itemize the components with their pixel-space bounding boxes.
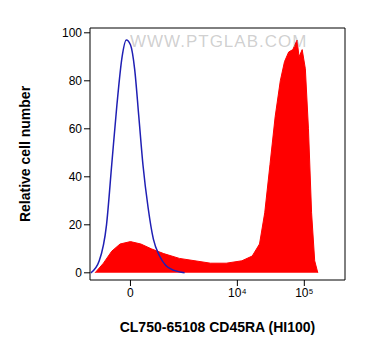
- svg-text:10⁵: 10⁵: [295, 286, 313, 300]
- svg-text:40: 40: [69, 170, 83, 184]
- svg-text:100: 100: [62, 26, 82, 40]
- svg-text:60: 60: [69, 122, 83, 136]
- html-text:WWW.PTGLAB.COM: WWW.PTGLAB.COM: [130, 32, 308, 51]
- svg-text:20: 20: [69, 218, 83, 232]
- svg-text:Relative cell number: Relative cell number: [17, 85, 33, 222]
- svg-text:0: 0: [127, 286, 134, 300]
- svg-text:80: 80: [69, 74, 83, 88]
- svg-text:CL750-65108 CD45RA (HI100): CL750-65108 CD45RA (HI100): [120, 319, 316, 335]
- svg-text:10⁴: 10⁴: [228, 286, 247, 300]
- svg-text:0: 0: [75, 266, 82, 280]
